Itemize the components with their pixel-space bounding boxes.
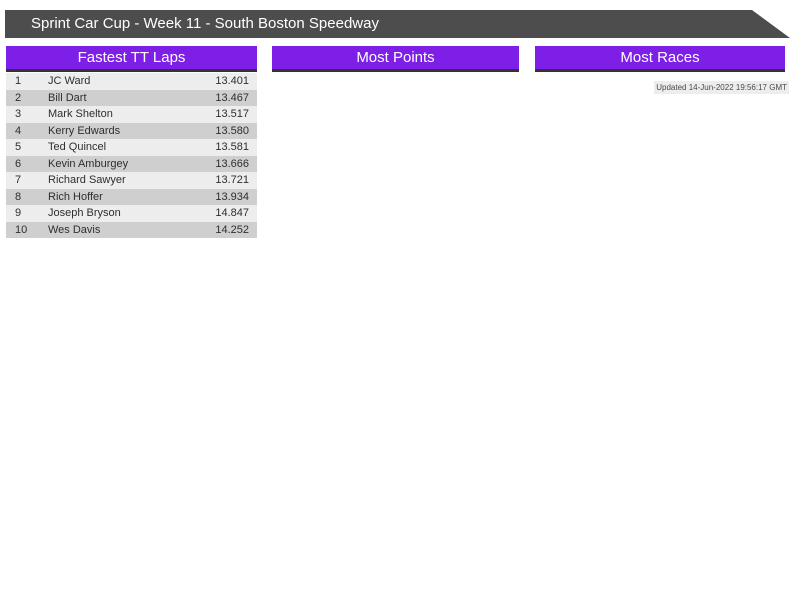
panel-most-points: Most Points — [272, 46, 519, 72]
panel-fastest-tt-laps: Fastest TT Laps 1 JC Ward 13.401 2 Bill … — [6, 46, 257, 238]
table-row: 4 Kerry Edwards 13.580 — [6, 122, 257, 139]
updated-timestamp-container: Updated 14-Jun-2022 19:56:17 GMT — [535, 77, 789, 95]
time-cell: 13.581 — [215, 141, 249, 153]
time-cell: 13.666 — [215, 157, 249, 170]
page-title-bar: Sprint Car Cup - Week 11 - South Boston … — [5, 10, 790, 38]
most-races-header: Most Races — [535, 46, 785, 72]
rank-cell: 5 — [15, 141, 22, 153]
driver-cell: Richard Sawyer — [48, 174, 126, 186]
table-row: 6 Kevin Amburgey 13.666 — [6, 155, 257, 172]
table-row: 9 Joseph Bryson 14.847 — [6, 205, 257, 222]
time-cell: 13.467 — [215, 91, 249, 104]
rank-cell: 7 — [15, 174, 22, 186]
driver-cell: Mark Shelton — [48, 108, 113, 120]
table-row: 5 Ted Quincel 13.581 — [6, 139, 257, 156]
table-row: 3 Mark Shelton 13.517 — [6, 106, 257, 123]
driver-cell: JC Ward — [48, 75, 91, 87]
driver-cell: Bill Dart — [48, 91, 87, 104]
rank-cell: 10 — [15, 223, 28, 236]
driver-cell: Joseph Bryson — [48, 207, 121, 219]
rank-cell: 6 — [15, 157, 22, 170]
time-cell: 13.580 — [215, 124, 249, 137]
driver-cell: Ted Quincel — [48, 141, 107, 153]
table-row: 8 Rich Hoffer 13.934 — [6, 188, 257, 205]
time-cell: 14.252 — [215, 223, 249, 236]
time-cell: 13.934 — [215, 190, 249, 203]
rank-cell: 1 — [15, 75, 22, 87]
rank-cell: 4 — [15, 124, 22, 137]
driver-cell: Rich Hoffer — [48, 190, 103, 203]
time-cell: 13.721 — [215, 174, 249, 186]
time-cell: 14.847 — [215, 207, 249, 219]
driver-cell: Kevin Amburgey — [48, 157, 129, 170]
table-row: 10 Wes Davis 14.252 — [6, 221, 257, 238]
fastest-tt-laps-table: 1 JC Ward 13.401 2 Bill Dart 13.467 3 Ma… — [6, 73, 257, 238]
rank-cell: 9 — [15, 207, 22, 219]
rank-cell: 3 — [15, 108, 22, 120]
time-cell: 13.517 — [215, 108, 249, 120]
driver-cell: Wes Davis — [48, 223, 101, 236]
time-cell: 13.401 — [215, 75, 249, 87]
fastest-tt-laps-header: Fastest TT Laps — [6, 46, 257, 72]
table-row: 1 JC Ward 13.401 — [6, 73, 257, 90]
updated-timestamp: Updated 14-Jun-2022 19:56:17 GMT — [654, 81, 789, 94]
driver-cell: Kerry Edwards — [48, 124, 121, 137]
rank-cell: 2 — [15, 91, 22, 104]
table-row: 2 Bill Dart 13.467 — [6, 89, 257, 106]
rank-cell: 8 — [15, 190, 22, 203]
most-points-header: Most Points — [272, 46, 519, 72]
page-title: Sprint Car Cup - Week 11 - South Boston … — [31, 15, 379, 32]
table-row: 7 Richard Sawyer 13.721 — [6, 172, 257, 189]
panel-most-races: Most Races — [535, 46, 785, 72]
